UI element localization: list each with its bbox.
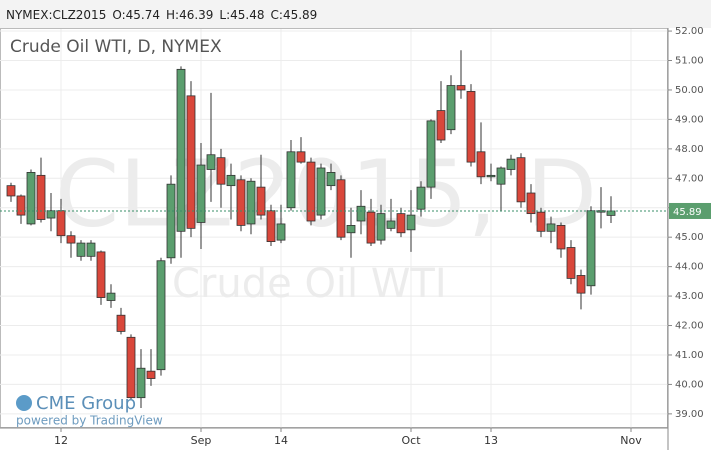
candle-body xyxy=(126,336,136,399)
ohlc-value: 45.89 xyxy=(283,8,317,22)
candle-body xyxy=(246,180,256,225)
candle-body xyxy=(86,242,96,257)
candle-body xyxy=(566,247,576,279)
x-tick-label: Nov xyxy=(620,434,642,447)
candle-body xyxy=(516,157,526,203)
candle-body xyxy=(16,195,26,216)
candle-body xyxy=(606,210,616,216)
candle-body xyxy=(356,205,366,222)
y-tick-label: 42.00 xyxy=(675,321,704,332)
candle-body xyxy=(146,370,156,379)
candle-body xyxy=(366,211,376,244)
last-price-label: 45.89 xyxy=(673,207,702,218)
candle-body xyxy=(296,151,306,163)
candle-body xyxy=(76,242,86,257)
candle-body xyxy=(6,185,16,197)
ohlc-label: H: xyxy=(166,8,179,22)
ohlc-label: O: xyxy=(112,8,125,22)
ohlc-value: 45.48 xyxy=(230,8,264,22)
candle-body xyxy=(46,210,56,219)
candle-body xyxy=(526,192,536,215)
watermark: Crude Oil WTI xyxy=(172,261,447,307)
header-bar xyxy=(0,0,711,28)
y-tick-label: 47.00 xyxy=(675,173,704,184)
candle-body xyxy=(336,179,346,238)
candle-body xyxy=(346,225,356,234)
y-tick-label: 49.00 xyxy=(675,114,704,125)
candle-body xyxy=(186,95,196,229)
candle-body xyxy=(586,210,596,287)
candle-body xyxy=(196,164,206,223)
candle-body xyxy=(306,161,316,222)
x-tick-label: Sep xyxy=(191,434,212,447)
candle-body xyxy=(216,157,226,185)
candle-body xyxy=(276,223,286,241)
candle-body xyxy=(156,260,166,371)
candle-body xyxy=(236,179,246,226)
candle-body xyxy=(446,85,456,131)
chart-title: Crude Oil WTI, D, NYMEX xyxy=(10,37,222,57)
y-tick-label: 48.00 xyxy=(675,144,704,155)
candle-body xyxy=(396,213,406,234)
candle-body xyxy=(116,314,126,332)
candle-body xyxy=(376,213,386,241)
candle-body xyxy=(326,172,336,187)
candle-body xyxy=(476,151,486,178)
y-tick-label: 44.00 xyxy=(675,262,704,273)
candle-body xyxy=(286,151,296,209)
candle-body xyxy=(106,292,116,301)
y-tick-label: 50.00 xyxy=(675,85,704,96)
candle-body xyxy=(536,211,546,232)
y-tick-label: 40.00 xyxy=(675,379,704,390)
ohlc-value: 46.39 xyxy=(179,8,213,22)
ohlc-value: 45.74 xyxy=(126,8,160,22)
x-tick-label: 12 xyxy=(54,434,68,447)
candle-body xyxy=(406,214,416,231)
candle-body xyxy=(466,91,476,163)
candle-body xyxy=(226,174,236,187)
y-tick-label: 43.00 xyxy=(675,291,704,302)
y-tick-label: 39.00 xyxy=(675,409,704,420)
header: NYMEX:CLZ2015 O:45.74 H:46.39 L:45.48 C:45.8… xyxy=(6,8,317,22)
y-tick-label: 41.00 xyxy=(675,350,704,361)
candle-body xyxy=(166,183,176,259)
last-price-box xyxy=(669,202,711,219)
candle-body xyxy=(36,174,46,220)
candle-body xyxy=(66,235,76,244)
candle-body xyxy=(436,110,446,141)
candle-body xyxy=(556,225,566,250)
candle-body xyxy=(176,68,186,232)
ohlc-label: L: xyxy=(219,8,230,22)
candle-body xyxy=(486,174,496,178)
candle-body xyxy=(136,367,146,399)
y-tick-label: 51.00 xyxy=(675,56,704,67)
candle-body xyxy=(56,210,66,237)
symbol: NYMEX:CLZ2015 xyxy=(6,8,106,22)
candle-body xyxy=(26,172,36,225)
candle-body xyxy=(506,158,516,170)
candle-body xyxy=(386,220,396,229)
candle-body xyxy=(206,154,216,170)
logo-tagline: powered by TradingView xyxy=(16,414,163,428)
x-tick-label: 14 xyxy=(274,434,288,447)
candle-body xyxy=(266,210,276,243)
x-tick-label: 13 xyxy=(484,434,498,447)
candle-body xyxy=(546,223,556,232)
candle-body xyxy=(96,251,106,298)
y-tick-label: 52.00 xyxy=(675,26,704,37)
candle-body xyxy=(456,85,466,91)
candle-body xyxy=(416,186,426,210)
candle-body xyxy=(576,275,586,294)
logo: CME Group xyxy=(36,393,136,414)
logo-icon xyxy=(16,395,32,411)
candle-body xyxy=(426,120,436,188)
y-tick-label: 45.00 xyxy=(675,232,704,243)
x-tick-label: Oct xyxy=(401,434,421,447)
candle-body xyxy=(316,167,326,216)
candle-body xyxy=(496,167,506,185)
ohlc-label: C: xyxy=(271,8,283,22)
candle-body xyxy=(256,186,266,216)
watermark: CLZ2015, D xyxy=(55,140,597,247)
